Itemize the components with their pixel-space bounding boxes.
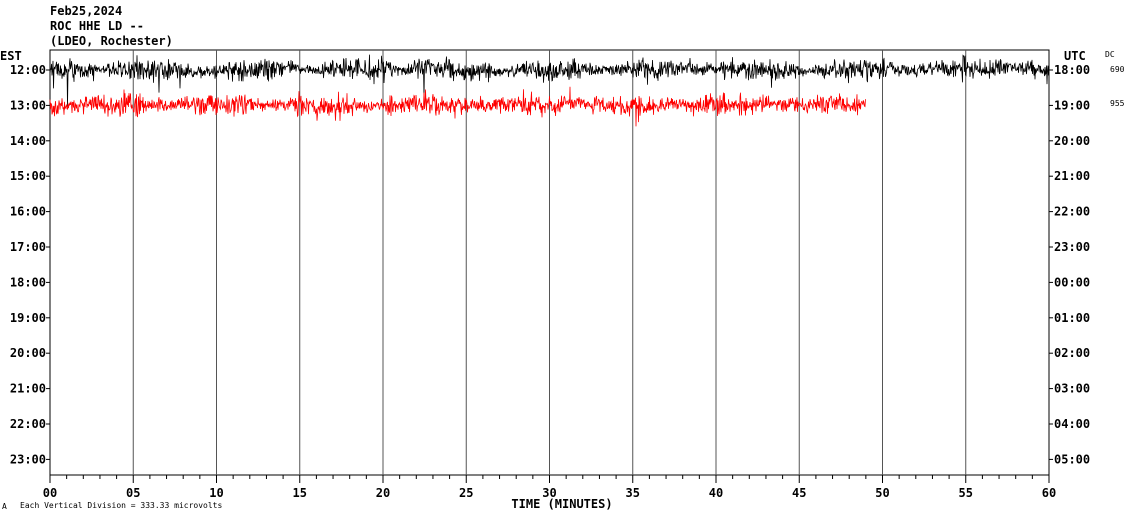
- chart-station: ROC HHE LD --: [50, 19, 144, 33]
- footnote-marker: A: [2, 502, 7, 511]
- left-hour-label: 22:00: [10, 417, 46, 431]
- vertical-gridlines: [132, 50, 967, 475]
- dc-value-2: 955: [1110, 99, 1125, 108]
- left-hour-label: 15:00: [10, 169, 46, 183]
- x-tick-label: 35: [626, 486, 640, 500]
- x-tick-label: 10: [209, 486, 223, 500]
- left-hour-label: 20:00: [10, 346, 46, 360]
- chart-network: (LDEO, Rochester): [50, 34, 173, 48]
- right-hour-label: 04:00: [1054, 417, 1090, 431]
- left-hour-label: 12:00: [10, 63, 46, 77]
- right-hour-label: 23:00: [1054, 240, 1090, 254]
- left-hour-label: 19:00: [10, 311, 46, 325]
- left-hour-label: 14:00: [10, 134, 46, 148]
- footnote: Each Vertical Division = 333.33 microvol…: [20, 501, 222, 510]
- right-hour-label: 01:00: [1054, 311, 1090, 325]
- dc-label: DC: [1105, 50, 1115, 59]
- right-hour-label: 22:00: [1054, 205, 1090, 219]
- trace-1200: [49, 54, 1050, 107]
- right-hour-label: 02:00: [1054, 346, 1090, 360]
- seismic-traces: [49, 54, 1050, 127]
- right-hour-label: 19:00: [1054, 98, 1090, 112]
- x-tick-label: 40: [709, 486, 723, 500]
- x-tick-label: 60: [1042, 486, 1056, 500]
- dc-value-1: 690: [1110, 65, 1125, 74]
- left-timezone-label: EST: [0, 49, 22, 63]
- right-hour-labels: 18:00 19:00 20:00 21:00 22:00 23:00 00:00 01:00…: [1049, 63, 1090, 466]
- x-tick-label: 30: [542, 486, 556, 500]
- chart-date: Feb25,2024: [50, 4, 122, 18]
- right-hour-label: 21:00: [1054, 169, 1090, 183]
- right-hour-label: 03:00: [1054, 382, 1090, 396]
- left-hour-label: 17:00: [10, 240, 46, 254]
- right-hour-label: 18:00: [1054, 63, 1090, 77]
- left-hour-labels: 12:00 13:00 14:00 15:00 16:00 17:00 18:00 19:00…: [10, 63, 50, 466]
- x-tick-label: 50: [875, 486, 889, 500]
- trace-1300: [49, 86, 866, 127]
- x-tick-label: 15: [293, 486, 307, 500]
- x-tick-label: 45: [792, 486, 806, 500]
- left-hour-label: 13:00: [10, 98, 46, 112]
- x-tick-labels: 00 05 10 15 20 25 30 35 40 45 50 55 60: [43, 486, 1056, 500]
- x-tick-label: 05: [126, 486, 140, 500]
- right-hour-label: 20:00: [1054, 134, 1090, 148]
- x-tick-label: 00: [43, 486, 57, 500]
- left-hour-label: 18:00: [10, 275, 46, 289]
- x-axis-label: TIME (MINUTES): [511, 497, 612, 511]
- right-timezone-label: UTC: [1064, 49, 1086, 63]
- x-tick-label: 55: [959, 486, 973, 500]
- left-hour-label: 16:00: [10, 205, 46, 219]
- right-hour-label: 00:00: [1054, 275, 1090, 289]
- minute-ticks: [49, 475, 1050, 483]
- left-hour-label: 23:00: [10, 452, 46, 466]
- x-tick-label: 20: [376, 486, 390, 500]
- right-hour-label: 05:00: [1054, 452, 1090, 466]
- left-hour-label: 21:00: [10, 382, 46, 396]
- x-tick-label: 25: [459, 486, 473, 500]
